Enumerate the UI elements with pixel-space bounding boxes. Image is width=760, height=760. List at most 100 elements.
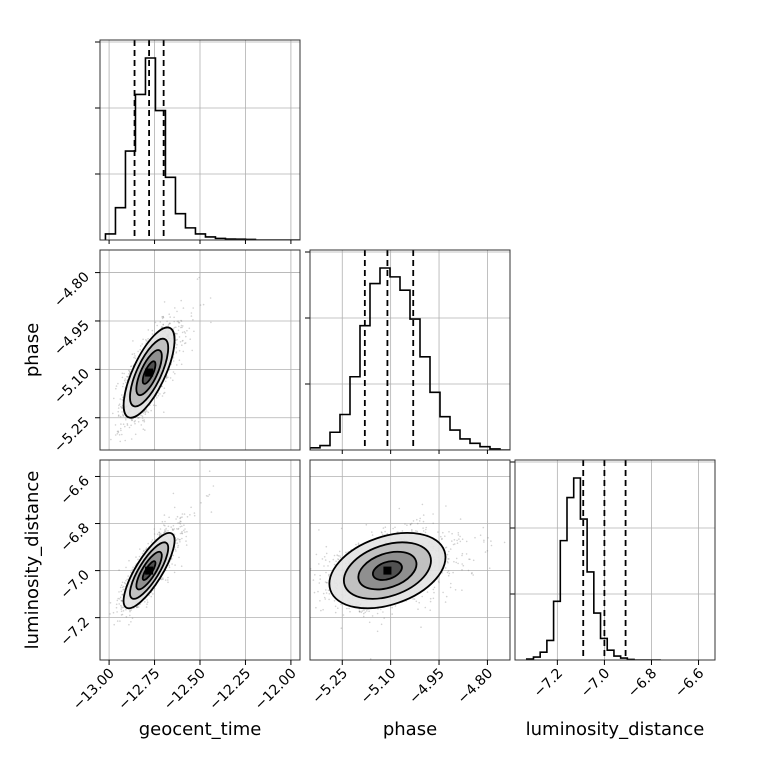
xlabel-geocent_time: geocent_time: [139, 719, 262, 740]
sample-point: [167, 376, 169, 379]
sample-point: [177, 528, 179, 530]
scatter-panel-geocent_time-phase: [99, 249, 301, 451]
sample-point: [458, 538, 460, 540]
sample-point: [164, 530, 166, 533]
sample-point: [207, 495, 209, 498]
sample-point: [432, 588, 435, 591]
sample-point: [437, 580, 440, 583]
sample-point: [126, 578, 128, 581]
sample-point: [121, 581, 124, 584]
sample-point: [119, 427, 122, 430]
sample-point: [180, 319, 182, 322]
sample-point: [182, 350, 185, 353]
sample-point: [164, 579, 167, 581]
sample-point: [139, 345, 142, 347]
xlabel-luminosity_distance: luminosity_distance: [526, 719, 705, 740]
sample-point: [120, 599, 123, 602]
sample-point: [544, 526, 546, 528]
sample-point: [305, 588, 307, 590]
sample-point: [121, 376, 124, 379]
sample-point: [346, 607, 348, 610]
sample-point: [208, 493, 211, 496]
sample-point: [411, 529, 413, 531]
sample-point: [438, 581, 440, 584]
sample-point: [524, 531, 526, 533]
sample-point: [327, 589, 330, 592]
sample-point: [415, 530, 417, 532]
sample-point: [143, 419, 145, 421]
sample-point: [153, 404, 155, 407]
sample-point: [462, 564, 465, 567]
sample-point: [371, 615, 374, 617]
sample-point: [118, 434, 121, 436]
sample-point: [529, 557, 531, 559]
sample-point: [365, 524, 368, 526]
sample-point: [205, 495, 208, 497]
sample-point: [451, 532, 453, 535]
sample-point: [317, 590, 319, 593]
sample-point: [415, 600, 418, 603]
sample-point: [115, 606, 118, 609]
sample-point: [332, 558, 335, 561]
sample-point: [156, 533, 159, 535]
sample-point: [119, 398, 122, 400]
sample-point: [417, 608, 419, 610]
sample-point: [334, 611, 337, 614]
sample-point: [468, 558, 470, 560]
sample-point: [142, 338, 144, 341]
sample-point: [121, 407, 124, 409]
sample-point: [163, 532, 165, 534]
sample-point: [130, 418, 133, 421]
sample-point: [164, 380, 167, 383]
sample-point: [324, 598, 327, 600]
scatter-content-2: [305, 460, 546, 660]
sample-point: [186, 329, 188, 332]
sample-point: [168, 313, 170, 316]
sample-point: [124, 439, 126, 442]
sample-point: [145, 606, 148, 608]
contour-2-2: [342, 541, 432, 600]
sample-point: [456, 542, 459, 544]
sample-point: [153, 528, 156, 530]
sample-point: [177, 546, 179, 549]
sample-point: [138, 416, 141, 419]
sample-point: [146, 410, 148, 412]
sample-point: [183, 524, 185, 526]
sample-point: [425, 526, 428, 529]
sample-point: [134, 357, 137, 360]
sample-point: [210, 511, 213, 513]
sample-point: [130, 438, 133, 440]
sample-point: [150, 541, 153, 543]
sample-point: [394, 526, 396, 529]
sample-point: [110, 438, 112, 441]
sample-point: [122, 423, 125, 426]
sample-point: [118, 591, 120, 593]
sample-point: [483, 539, 485, 542]
sample-point: [401, 530, 404, 532]
sample-point: [177, 527, 180, 530]
sample-point: [171, 563, 173, 565]
xlabel-phase: phase: [383, 719, 437, 740]
xtick-label-luminosity_distance-2: −6.8: [625, 666, 660, 701]
sample-point: [483, 541, 485, 543]
sample-point: [441, 537, 443, 540]
sample-point: [328, 573, 330, 576]
sample-point: [191, 349, 193, 352]
panel-frame-0: [99, 249, 301, 451]
sample-point: [382, 611, 384, 613]
sample-point: [165, 376, 168, 379]
sample-point: [469, 558, 471, 561]
sample-point: [167, 323, 170, 326]
sample-point: [165, 529, 167, 531]
sample-point: [116, 430, 119, 433]
sample-point: [525, 502, 527, 504]
sample-point: [359, 610, 361, 613]
sample-point: [143, 420, 146, 423]
sample-point: [184, 342, 187, 344]
sample-point: [472, 574, 475, 576]
sample-point: [198, 276, 200, 279]
sample-point: [167, 579, 169, 581]
sample-point: [130, 609, 133, 611]
sample-point: [128, 373, 130, 375]
sample-point: [116, 620, 119, 622]
